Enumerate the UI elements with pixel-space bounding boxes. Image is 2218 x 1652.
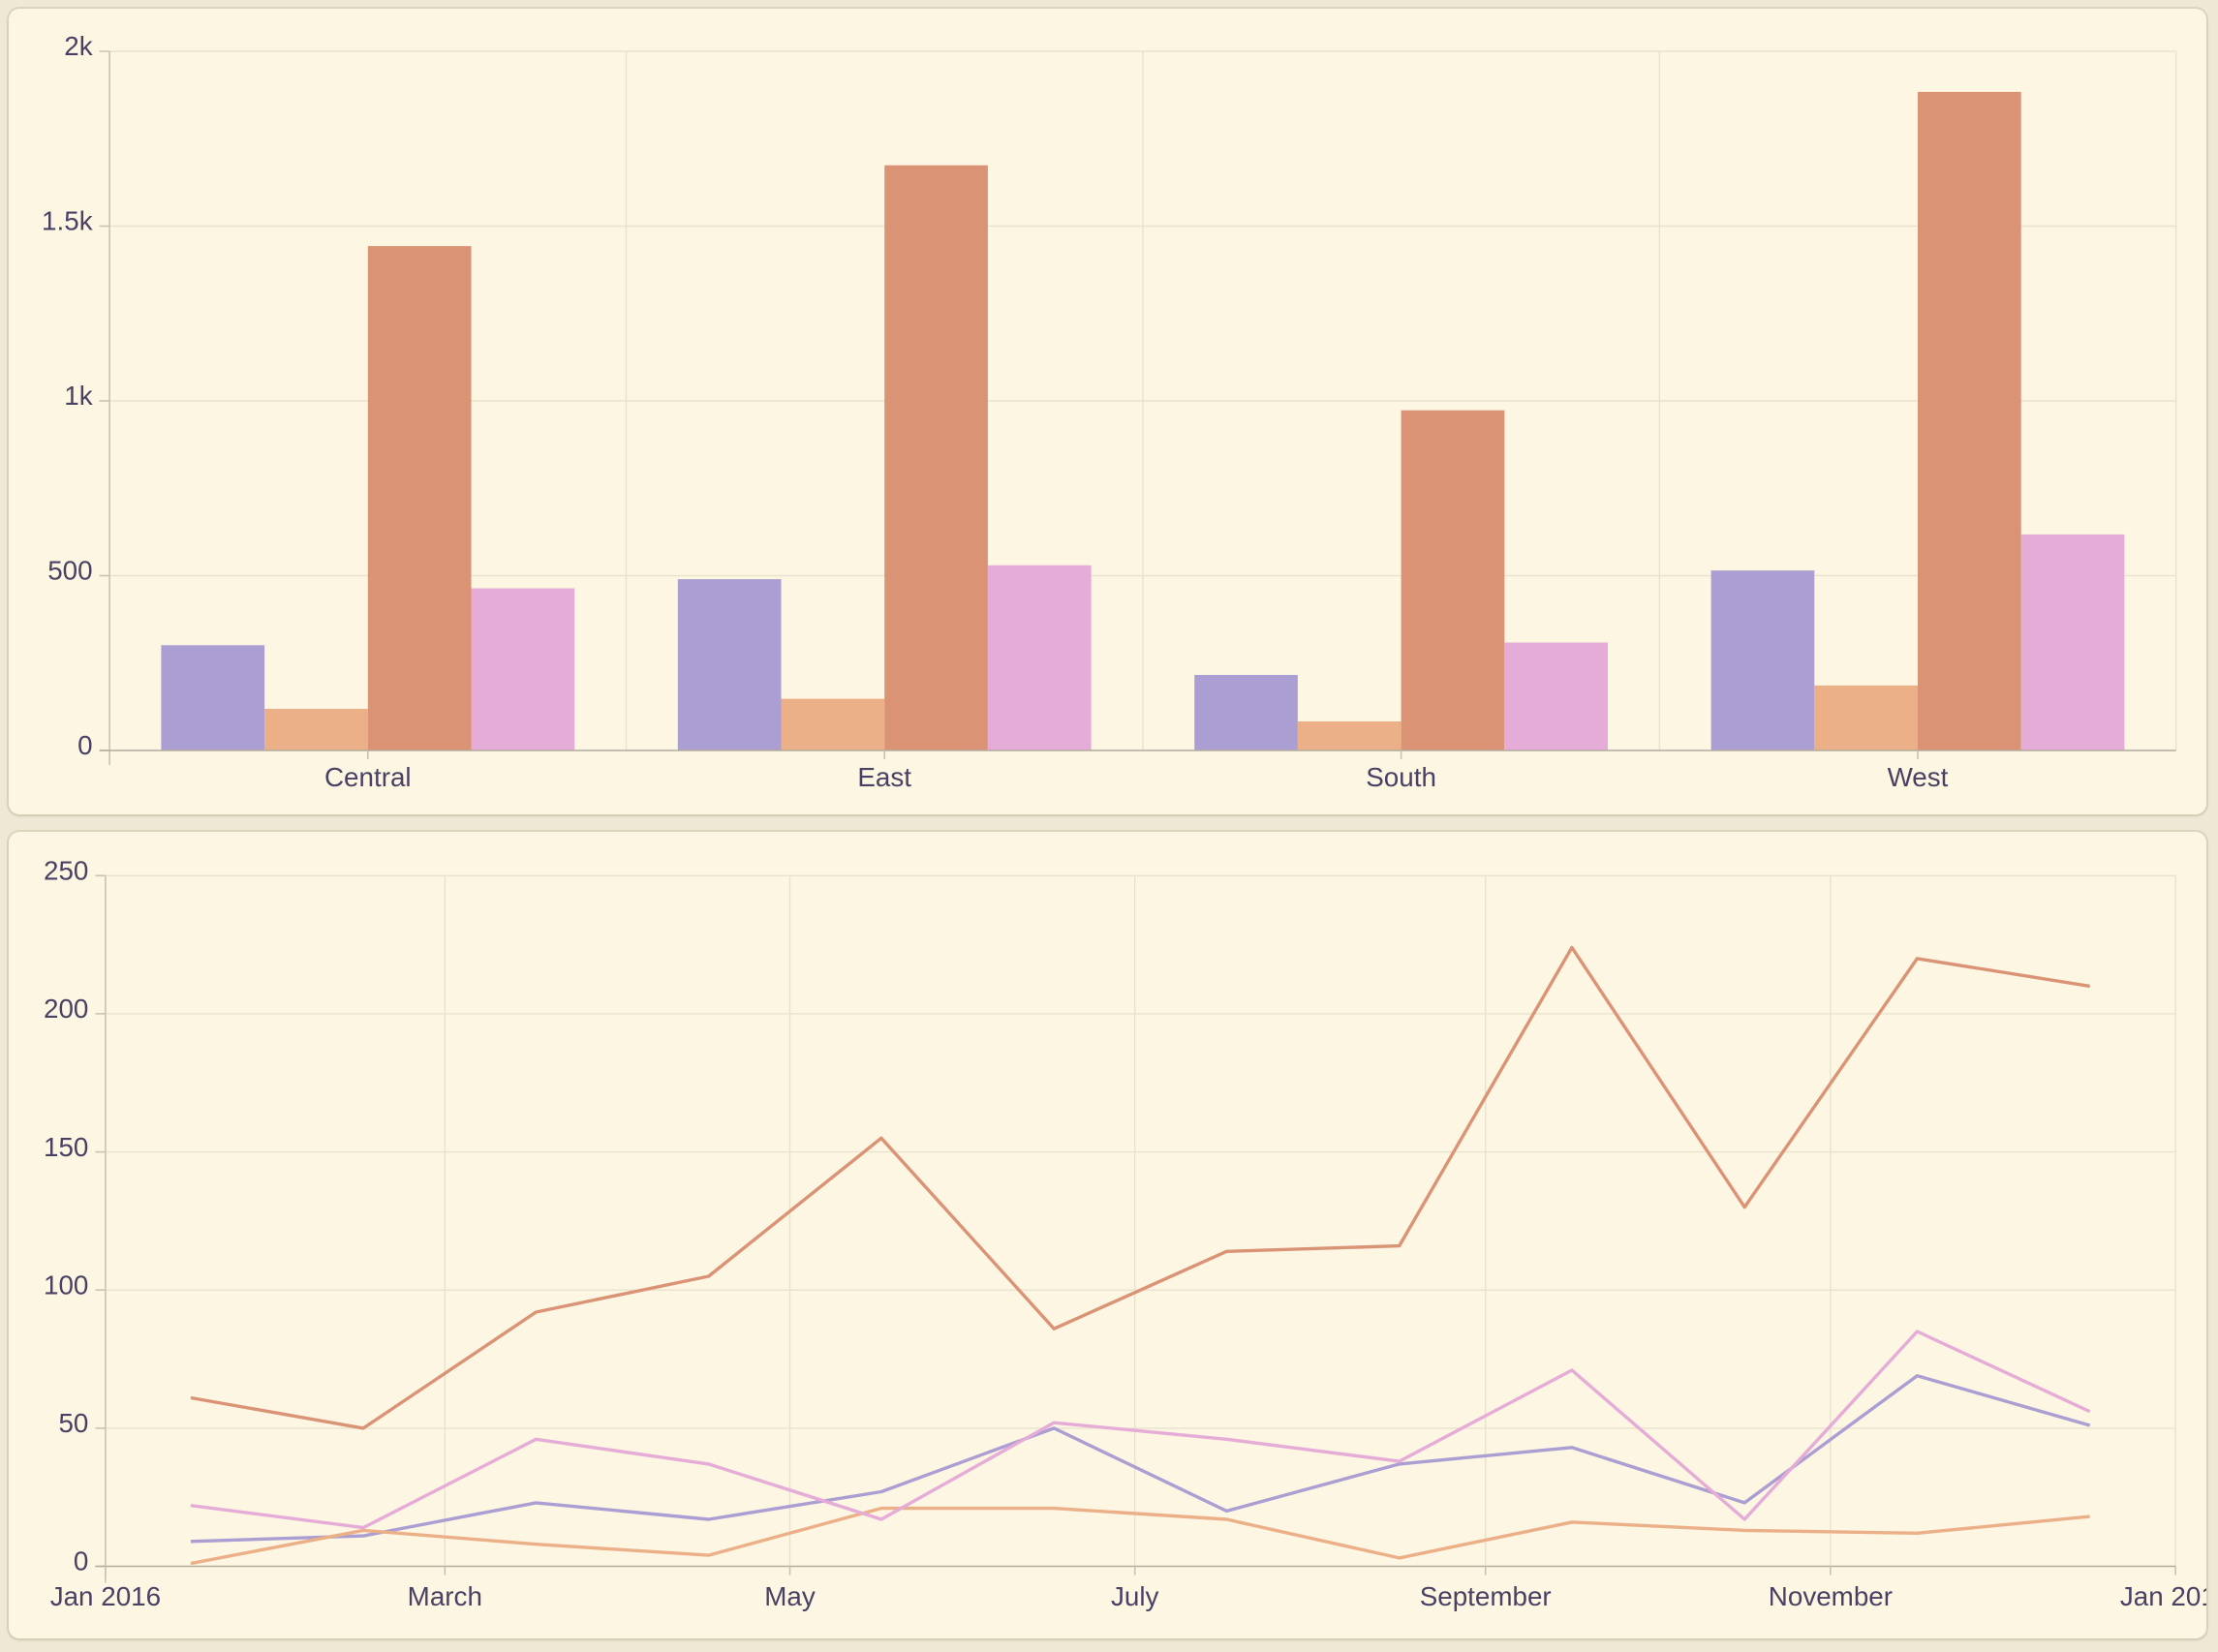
- svg-text:South: South: [1366, 762, 1436, 792]
- svg-text:50: 50: [58, 1408, 88, 1438]
- svg-text:150: 150: [44, 1132, 88, 1162]
- svg-text:East: East: [857, 762, 911, 792]
- svg-text:September: September: [1420, 1581, 1552, 1611]
- svg-text:0: 0: [74, 1546, 88, 1576]
- svg-text:1.5k: 1.5k: [42, 206, 93, 236]
- svg-text:July: July: [1111, 1581, 1159, 1611]
- svg-text:1k: 1k: [64, 381, 92, 411]
- svg-text:Jan 2017: Jan 2017: [2120, 1581, 2206, 1611]
- svg-text:March: March: [408, 1581, 482, 1611]
- svg-text:West: West: [1888, 762, 1949, 792]
- svg-text:Central: Central: [324, 762, 412, 792]
- svg-text:November: November: [1769, 1581, 1893, 1611]
- svg-text:500: 500: [47, 556, 92, 586]
- svg-text:0: 0: [77, 730, 92, 760]
- svg-text:100: 100: [44, 1270, 88, 1300]
- svg-text:250: 250: [44, 856, 88, 886]
- svg-text:May: May: [764, 1581, 816, 1611]
- svg-text:Jan 2016: Jan 2016: [50, 1581, 161, 1611]
- svg-text:200: 200: [44, 994, 88, 1024]
- svg-text:2k: 2k: [64, 31, 92, 61]
